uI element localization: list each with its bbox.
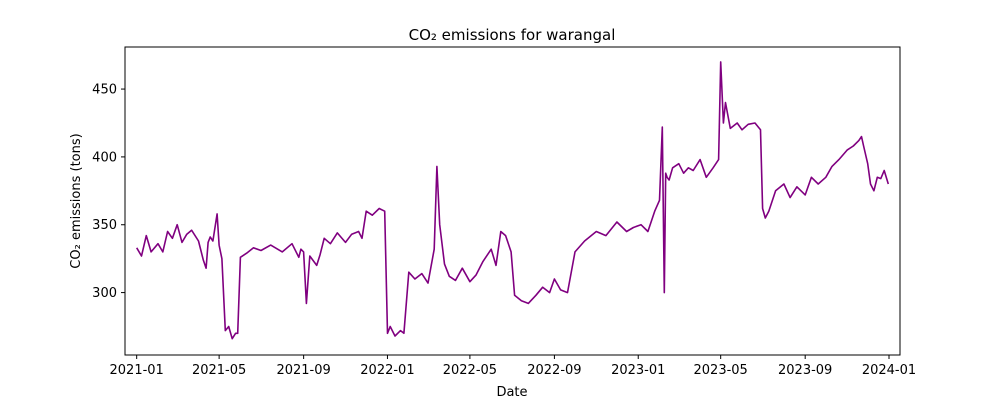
x-tick-label: 2023-05 xyxy=(694,363,748,378)
x-tick-label: 2021-01 xyxy=(110,363,164,378)
x-tick-label: 2021-05 xyxy=(192,363,246,378)
x-tick-label: 2022-01 xyxy=(360,363,414,378)
y-axis-title: CO₂ emissions (tons) xyxy=(69,133,84,268)
y-tick-label: 450 xyxy=(92,83,117,98)
x-tick-label: 2023-01 xyxy=(611,363,665,378)
y-tick-label: 400 xyxy=(92,150,117,165)
x-tick-label: 2022-09 xyxy=(527,363,581,378)
chart-title: CO₂ emissions for warangal xyxy=(409,26,616,44)
y-tick-label: 300 xyxy=(92,286,117,301)
x-axis-title: Date xyxy=(496,385,527,400)
series-line-0 xyxy=(136,61,890,340)
y-tick-label: 350 xyxy=(92,218,117,233)
x-axis: 2021-01 2021-05 2021-09 2022-01 2022-05 2022-… xyxy=(110,355,916,378)
x-tick-label: 2024-01 xyxy=(862,363,916,378)
plot-layer xyxy=(136,61,890,340)
x-tick-label: 2023-09 xyxy=(778,363,832,378)
plot-frame xyxy=(124,46,901,356)
y-axis: 300 350 400 450 xyxy=(92,83,125,301)
x-tick-label: 2022-05 xyxy=(443,363,497,378)
x-tick-label: 2021-09 xyxy=(276,363,330,378)
